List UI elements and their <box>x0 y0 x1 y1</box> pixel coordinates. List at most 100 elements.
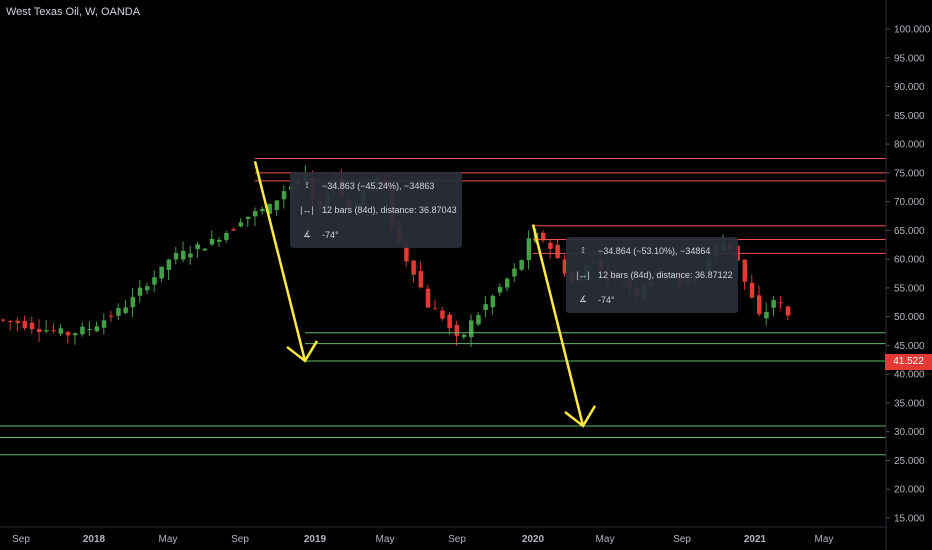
candle <box>15 317 20 332</box>
candle <box>771 296 776 316</box>
candle-body <box>476 315 481 325</box>
last-price-label: 41.522 <box>885 354 932 370</box>
y-tick-label: 35.000 <box>894 398 925 409</box>
candle-body <box>483 304 488 311</box>
candle <box>742 259 748 290</box>
candle-body <box>22 321 28 328</box>
arrow-head <box>286 340 319 363</box>
candle <box>224 230 229 243</box>
candle-body <box>137 287 143 296</box>
candle-body <box>440 310 445 319</box>
candle <box>447 312 452 335</box>
candle <box>87 321 92 336</box>
candle-body <box>555 244 560 259</box>
candle-body <box>44 330 49 332</box>
candle <box>490 294 496 315</box>
candle-body <box>281 191 287 200</box>
x-tick-label: May <box>815 534 834 545</box>
candle <box>73 332 78 345</box>
candle <box>245 216 251 227</box>
y-tick-label: 90.000 <box>894 82 925 93</box>
candle <box>188 246 193 265</box>
y-tick-label: 70.000 <box>894 197 925 208</box>
candle <box>425 284 431 308</box>
candle <box>116 303 121 321</box>
x-tick-label: Sep <box>448 534 466 545</box>
candle <box>1 318 6 323</box>
candle-body <box>94 326 100 332</box>
x-tick-label: May <box>596 534 615 545</box>
candle <box>274 200 280 217</box>
candle <box>512 263 517 282</box>
tooltip-price-change: −34.864 (−53.10%), −34864 <box>598 245 711 256</box>
candle-body <box>253 211 258 217</box>
candle <box>497 283 503 297</box>
angle-icon: ∡ <box>578 294 588 304</box>
tooltip-price-change: −34.863 (−45.24%), −34863 <box>322 180 435 191</box>
candle-body <box>512 268 517 277</box>
candle <box>505 277 510 292</box>
candle-body <box>404 241 409 262</box>
candle-body <box>245 216 251 220</box>
y-tick-label: 45.000 <box>894 341 925 352</box>
candle-body <box>526 238 532 261</box>
tooltip-row-bars: |↔| 12 bars (84d), distance: 36.87043 <box>298 205 457 215</box>
x-tick-label: Sep <box>231 534 249 545</box>
candle <box>785 305 791 321</box>
candle-body <box>145 286 150 291</box>
arrow-shaft <box>531 224 585 427</box>
candle <box>130 288 136 318</box>
trend-arrow <box>531 224 597 428</box>
trend-arrow <box>253 161 319 363</box>
candle-body <box>51 330 56 332</box>
trend-arrows <box>253 161 597 428</box>
candle <box>418 261 424 289</box>
candle-body <box>37 329 42 333</box>
range-icon: ⟟ <box>305 180 309 190</box>
candle-body <box>152 277 157 285</box>
y-tick-label: 50.000 <box>894 312 925 323</box>
y-tick-label: 85.000 <box>894 111 925 122</box>
tooltip-row-angle: ∡ -74° <box>574 294 615 305</box>
candle-body <box>181 250 186 260</box>
x-tick-label: 2019 <box>304 534 327 545</box>
candle-body <box>418 271 424 288</box>
x-axis-ticks: Sep 2018 May Sep 2019 May Sep 2020 May Sep 2021 May <box>12 534 833 545</box>
candle-body <box>260 209 265 212</box>
y-tick-label: 80.000 <box>894 140 925 151</box>
bars-icon: |↔| <box>300 205 314 215</box>
y-axis-ticks: 100.000 95.000 90.000 85.000 80.000 75.000 70.… <box>886 25 931 525</box>
candle <box>461 333 467 340</box>
candle <box>123 299 128 315</box>
y-tick-label: 25.000 <box>894 456 925 467</box>
candle <box>8 320 13 331</box>
candle-body <box>217 239 222 242</box>
candle <box>778 296 784 309</box>
y-tick-label: 55.000 <box>894 283 925 294</box>
candle <box>231 227 236 231</box>
measurement-tooltip-1[interactable]: ⟟ −34.863 (−45.24%), −34863 |↔| 12 bars … <box>290 172 462 248</box>
range-icon: ⟟ <box>581 245 585 255</box>
candle-body <box>785 306 791 316</box>
candle-body <box>224 233 229 240</box>
x-tick-label: 2020 <box>522 534 545 545</box>
candle-body <box>29 322 35 330</box>
candle-body <box>58 328 64 334</box>
tooltip-bars-distance: 12 bars (84d), distance: 36.87043 <box>322 205 457 215</box>
candle <box>181 241 186 263</box>
y-tick-label: 75.000 <box>894 168 925 179</box>
candle-body <box>764 311 769 319</box>
tooltip-row-bars: |↔| 12 bars (84d), distance: 36.87122 <box>574 270 732 280</box>
candle <box>29 317 35 335</box>
candle <box>159 266 164 283</box>
candle <box>209 230 215 246</box>
tooltip-angle: -74° <box>598 294 615 305</box>
candle <box>145 282 150 294</box>
candle <box>764 302 769 326</box>
candle <box>267 203 272 215</box>
candle <box>101 313 107 335</box>
measurement-tooltip-2[interactable]: ⟟ −34.864 (−53.10%), −34864 |↔| 12 bars … <box>566 237 738 313</box>
candle-body <box>267 204 272 214</box>
x-tick-label: 2018 <box>83 534 106 545</box>
